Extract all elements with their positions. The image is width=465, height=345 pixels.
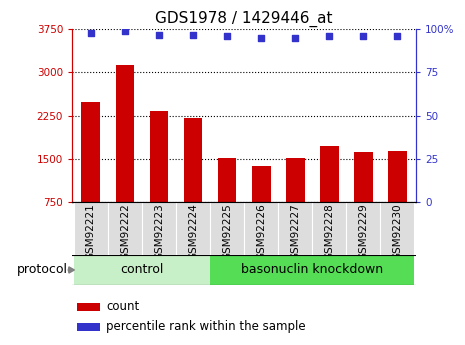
Text: GSM92221: GSM92221 [86, 204, 96, 260]
Point [292, 35, 299, 41]
Text: percentile rank within the sample: percentile rank within the sample [106, 320, 306, 333]
Bar [184, 118, 202, 245]
Bar [252, 166, 271, 245]
Point [155, 32, 163, 37]
Bar [218, 158, 237, 245]
Bar [380, 202, 414, 255]
Text: GSM92227: GSM92227 [290, 204, 300, 260]
Text: GSM92228: GSM92228 [324, 204, 334, 260]
Bar [244, 202, 278, 255]
Bar [108, 202, 142, 255]
Bar [77, 323, 100, 331]
Bar [354, 152, 373, 245]
Point [359, 33, 367, 39]
Bar [210, 202, 244, 255]
Text: GSM92224: GSM92224 [188, 204, 198, 260]
Bar [150, 111, 168, 245]
Point [223, 33, 231, 39]
Text: GSM92226: GSM92226 [256, 204, 266, 260]
Text: GSM92223: GSM92223 [154, 204, 164, 260]
Text: GSM92225: GSM92225 [222, 204, 232, 260]
Bar [346, 202, 380, 255]
Text: GSM92230: GSM92230 [392, 204, 402, 260]
Point [87, 30, 94, 36]
Bar [74, 255, 210, 285]
Point [394, 33, 401, 39]
Point [121, 28, 129, 34]
Bar [142, 202, 176, 255]
Point [189, 32, 197, 37]
Bar [115, 65, 134, 245]
Bar [286, 158, 305, 245]
Bar [81, 102, 100, 245]
Bar [74, 202, 108, 255]
Bar [176, 202, 210, 255]
Text: GSM92222: GSM92222 [120, 204, 130, 260]
Bar [210, 255, 414, 285]
Text: basonuclin knockdown: basonuclin knockdown [241, 264, 383, 276]
Text: protocol: protocol [16, 264, 67, 276]
Bar [312, 202, 346, 255]
Text: GSM92229: GSM92229 [359, 204, 368, 260]
Bar [320, 146, 339, 245]
Text: count: count [106, 300, 139, 313]
Bar [77, 303, 100, 311]
Title: GDS1978 / 1429446_at: GDS1978 / 1429446_at [155, 10, 333, 27]
Bar [278, 202, 312, 255]
Point [258, 35, 265, 41]
Text: control: control [120, 264, 164, 276]
Bar [388, 151, 407, 245]
Point [326, 33, 333, 39]
